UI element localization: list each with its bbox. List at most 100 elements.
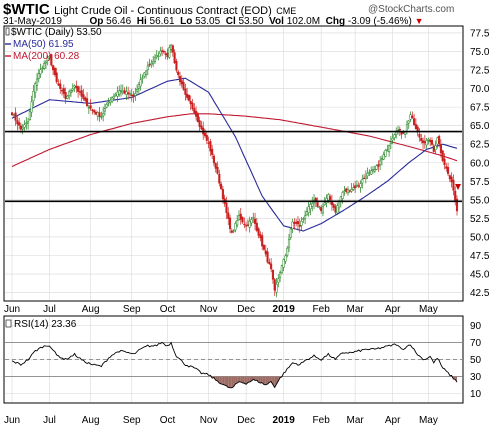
candle-body [159, 50, 162, 55]
candle-body [245, 225, 248, 227]
candle-body [243, 223, 246, 226]
candle-body [125, 91, 128, 95]
candle-body [89, 105, 92, 109]
rsi-oversold-segment [219, 376, 222, 384]
lo-label: Lo [180, 16, 193, 27]
rsi-y-tick-label: 10 [470, 389, 482, 400]
legend-price-label: $WTIC (Daily) 53.50 [11, 27, 102, 38]
candle-body [348, 190, 351, 192]
down-arrow-icon: ▼ [414, 16, 424, 26]
candle-body [212, 155, 215, 164]
x-tick-label: Jul [43, 304, 56, 315]
candle-body [182, 82, 185, 90]
candle-body [268, 261, 271, 265]
candle-body [157, 55, 160, 57]
x-tick-label: Aug [82, 415, 100, 426]
candle-body [53, 67, 56, 76]
candle-body [445, 166, 448, 169]
cl-value: 53.50 [238, 16, 264, 27]
candle-body [44, 61, 48, 64]
price-y-tick-label: 62.5 [470, 140, 490, 151]
candle-body [239, 213, 242, 220]
candle-body [23, 124, 26, 128]
candle-body [205, 135, 208, 141]
ma50-line [11, 77, 458, 232]
op-value: 56.46 [106, 16, 132, 27]
candle-body [41, 67, 44, 70]
candle-body [187, 95, 190, 101]
candle-body [413, 118, 416, 125]
x-tick-label: Nov [200, 415, 218, 426]
candle-body [132, 94, 135, 98]
price-y-tick-label: 50.0 [470, 232, 490, 243]
lo-value: 53.05 [195, 16, 221, 27]
candle-body [375, 165, 378, 170]
candle-body [286, 247, 289, 256]
candle-body [329, 196, 332, 201]
candle-body [346, 189, 350, 194]
candle-body [262, 245, 266, 250]
candle-body [323, 202, 326, 206]
candle-body [441, 150, 444, 161]
candle-body [178, 75, 182, 83]
rsi-oversold-segment [240, 376, 243, 383]
candle-body [21, 127, 24, 130]
candle-body [436, 137, 439, 145]
candle-body [341, 192, 344, 199]
x-tick-label: Mar [347, 415, 365, 426]
candle-body [50, 54, 53, 66]
x-tick-label: Mar [347, 304, 365, 315]
candle-body [254, 218, 257, 224]
x-tick-label: 2019 [273, 304, 296, 315]
rsi-oversold-segment [255, 376, 257, 381]
ohlc-bar: 31-May-2019 Op 56.46 Hi 56.61 Lo 53.05 C… [3, 16, 423, 27]
candle-body [94, 111, 98, 115]
horizontal-lines [5, 130, 462, 203]
rsi-legend-icon [5, 319, 12, 328]
candle-body [373, 169, 376, 172]
candle-body [284, 255, 287, 262]
candle-body [78, 91, 81, 93]
candle-body [34, 83, 37, 93]
chg-label: Chg [325, 16, 346, 27]
hi-value: 56.61 [149, 16, 175, 27]
price-y-tick-label: 67.5 [470, 103, 490, 114]
price-y-tick-label: 57.5 [470, 177, 490, 188]
candle-body [37, 73, 40, 79]
cl-label: Cl [225, 16, 236, 27]
candle-body [82, 94, 85, 100]
x-tick-label: Oct [160, 415, 176, 426]
candle-body [291, 221, 294, 230]
price-y-tick-label: 65.0 [470, 121, 490, 132]
candle-body [114, 93, 117, 96]
rsi-oversold-segment [230, 376, 232, 388]
candle-body [357, 185, 360, 187]
rsi-y-axis: 10 30 50 70 90 [470, 321, 482, 400]
candle-body [220, 183, 223, 190]
candle-body [316, 202, 319, 207]
price-y-tick-label: 60.0 [470, 158, 490, 169]
x-tick-label: Feb [313, 304, 331, 315]
candle-body [418, 133, 421, 138]
rsi-y-tick-label: 70 [470, 338, 482, 349]
candle-body [177, 71, 180, 76]
candle-body [150, 62, 153, 65]
chart-header: $WTIC Light Crude Oil - Continuous Contr… [3, 1, 296, 19]
price-y-tick-label: 47.5 [470, 251, 490, 262]
candle-body [68, 91, 71, 96]
candle-body [398, 128, 401, 131]
rsi-oversold-segment [247, 376, 250, 383]
candle-body [203, 133, 207, 137]
rsi-y-tick-label: 90 [470, 321, 482, 332]
candle-body [64, 92, 67, 99]
candle-body [75, 85, 78, 89]
candle-body [400, 132, 403, 135]
x-tick-label: Jul [43, 415, 56, 426]
candle-body [370, 170, 373, 175]
candle-body [214, 163, 217, 169]
candle-body [361, 179, 364, 184]
candle-body [248, 220, 251, 228]
x-tick-label: Dec [237, 304, 255, 315]
candle-body [264, 250, 267, 255]
